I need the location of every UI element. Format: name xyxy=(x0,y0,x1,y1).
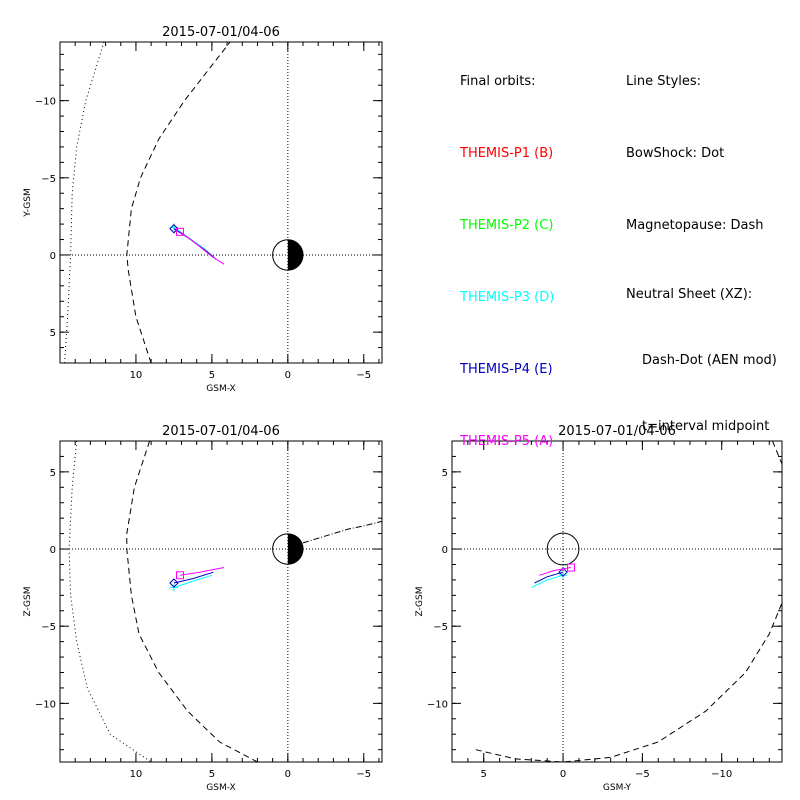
plot-title: 2015-07-01/04-06 xyxy=(558,424,676,439)
orbit-start-marker xyxy=(175,571,184,580)
bowshock-line xyxy=(68,441,152,762)
bowshock-line xyxy=(64,42,105,363)
magnetopause-line xyxy=(475,602,782,762)
y-tick-label: 5 xyxy=(50,468,56,479)
earth-night-side xyxy=(287,533,304,565)
orbit-start-marker xyxy=(169,224,179,234)
magnetopause-style: Magnetopause: Dash xyxy=(626,218,764,233)
orbit-track-3 xyxy=(179,231,225,265)
x-axis-label: GSM-X xyxy=(206,384,235,394)
y-axis-label: Z-GSM xyxy=(23,586,33,616)
x-tick-label: 0 xyxy=(560,769,566,780)
y-tick-label: −5 xyxy=(41,174,56,185)
earth-night-side xyxy=(287,239,303,271)
x-tick-label: −5 xyxy=(635,769,650,780)
x-axis-label: GSM-Y xyxy=(603,783,632,793)
y-axis-label: Z-GSM xyxy=(415,586,425,616)
neutral-sheet-model: Dash-Dot (AEN mod) xyxy=(642,353,777,368)
magnetopause-line xyxy=(126,441,258,762)
legend-item-p5: THEMIS-P5 (A) xyxy=(460,434,554,449)
orbit-track-2 xyxy=(173,571,214,584)
x-tick-label: −10 xyxy=(711,769,732,780)
orbit-track-3 xyxy=(179,567,225,576)
x-tick-label: 10 xyxy=(130,769,143,780)
y-tick-label: 0 xyxy=(50,251,56,262)
earth-circle xyxy=(546,532,580,566)
x-tick-label: 5 xyxy=(209,370,215,381)
y-tick-label: −10 xyxy=(35,97,56,108)
y-tick-label: −5 xyxy=(41,622,56,633)
y-tick-label: −10 xyxy=(427,699,448,710)
orbit-plot-2: 10 5 0 −5 5 0 −5 −10 2015-07-01/04-06 GSM-X Z-GSM xyxy=(23,424,383,793)
orbit-start-marker xyxy=(175,227,184,236)
plot-title: 2015-07-01/04-06 xyxy=(162,25,280,40)
earth-circle xyxy=(272,533,304,565)
x-tick-label: −5 xyxy=(356,370,371,381)
plot-frame xyxy=(59,440,383,763)
magnetopause-line xyxy=(126,42,231,363)
y-axis-label: Y-GSM xyxy=(23,188,33,217)
x-tick-label: 5 xyxy=(481,769,487,780)
magnetopause-line xyxy=(772,441,782,465)
neutral-sheet-style: Neutral Sheet (XZ): xyxy=(626,287,753,302)
x-tick-label: −5 xyxy=(356,769,371,780)
plot-title: 2015-07-01/04-06 xyxy=(162,424,280,439)
legend-item-p1: THEMIS-P1 (B) xyxy=(460,146,554,161)
orbit-track-3 xyxy=(539,567,572,576)
orbit-start-marker xyxy=(169,578,179,588)
line-styles-title: Line Styles: xyxy=(626,74,702,89)
plot-area xyxy=(60,441,382,762)
plot-area xyxy=(60,42,382,363)
orbit-track-1 xyxy=(173,574,213,589)
orbit-plot-1: 10 5 0 −5 −10 −5 0 5 2015-07-01/04-06 GSM-X Y-GSM xyxy=(23,25,383,394)
legend-title: Final orbits: xyxy=(460,74,536,89)
legend-item-p4: THEMIS-P4 (E) xyxy=(460,362,553,377)
final-orbits-legend: Final orbits: THEMIS-P1 (B) THEMIS-P2 (C… xyxy=(460,22,554,478)
legend-item-p3: THEMIS-P3 (D) xyxy=(460,290,555,305)
y-tick-label: 5 xyxy=(50,328,56,339)
orbit-start-marker xyxy=(558,567,568,577)
earth-circle xyxy=(272,239,304,271)
x-axis-label: GSM-X xyxy=(206,783,235,793)
x-tick-label: 0 xyxy=(285,370,291,381)
x-tick-label: 10 xyxy=(130,370,143,381)
plot-frame xyxy=(59,41,383,364)
legend-item-p2: THEMIS-P2 (C) xyxy=(460,218,554,233)
y-tick-label: 5 xyxy=(442,468,448,479)
plot-area xyxy=(452,441,782,762)
x-tick-label: 0 xyxy=(285,769,291,780)
orbit-track-2 xyxy=(534,571,564,584)
y-tick-label: −10 xyxy=(35,699,56,710)
line-styles-legend: Line Styles: BowShock: Dot Magnetopause:… xyxy=(626,22,777,460)
plot-frame xyxy=(451,440,783,763)
orbit-track-1 xyxy=(531,574,564,589)
orbit-plot-3: 5 0 −5 −10 5 0 −5 −10 2015-07-01/04-06 GSM-Y Z-GSM xyxy=(415,424,783,793)
y-tick-label: 0 xyxy=(442,545,448,556)
neutral-sheet-time: t=interval midpoint xyxy=(642,419,770,434)
bowshock-style: BowShock: Dot xyxy=(626,146,725,161)
x-tick-label: 5 xyxy=(209,769,215,780)
orbit-start-marker xyxy=(566,563,575,572)
neutral-sheet-line xyxy=(302,520,382,544)
y-tick-label: −5 xyxy=(433,622,448,633)
y-tick-label: 0 xyxy=(50,545,56,556)
